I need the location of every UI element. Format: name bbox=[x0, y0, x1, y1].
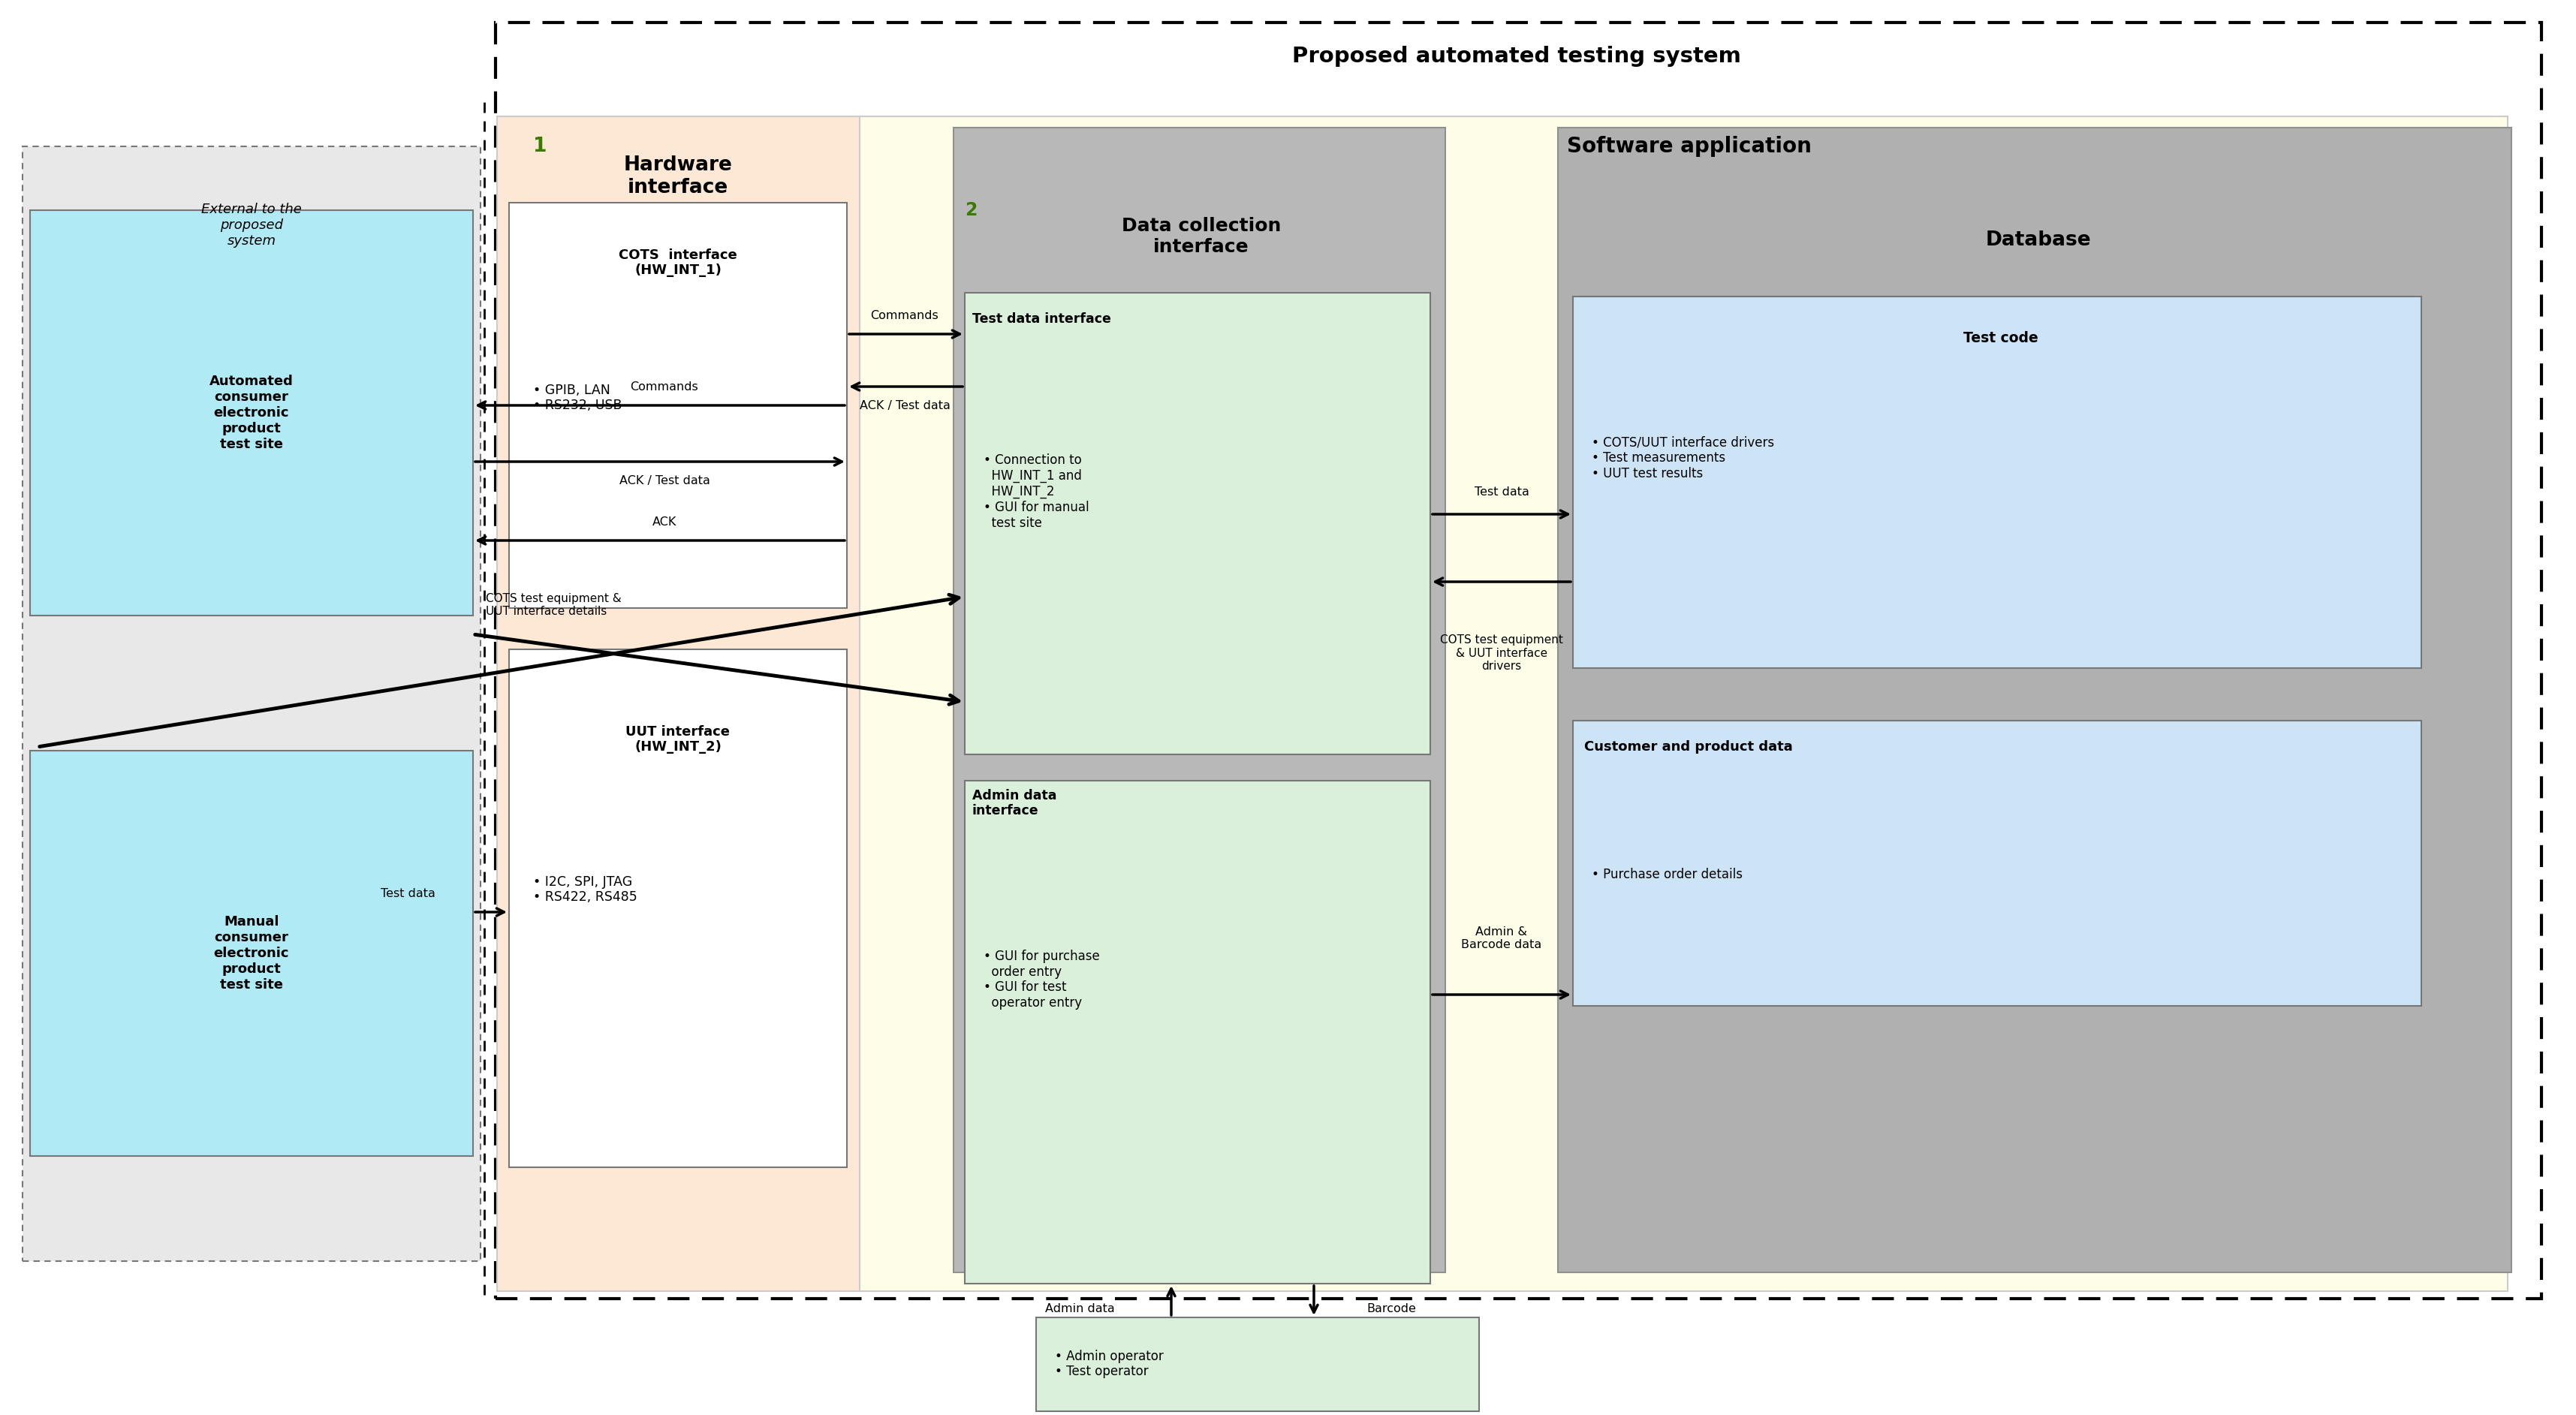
Text: COTS test equipment
& UUT interface
drivers: COTS test equipment & UUT interface driv… bbox=[1440, 634, 1564, 672]
Bar bbox=[510, 649, 848, 1167]
Text: Software application: Software application bbox=[1566, 136, 1811, 157]
Text: ACK: ACK bbox=[652, 516, 677, 528]
Text: • Connection to
  HW_INT_1 and
  HW_INT_2
• GUI for manual
  test site: • Connection to HW_INT_1 and HW_INT_2 • … bbox=[984, 453, 1090, 529]
Text: External to the
proposed
system: External to the proposed system bbox=[201, 202, 301, 248]
Text: • COTS/UUT interface drivers
• Test measurements
• UUT test results: • COTS/UUT interface drivers • Test meas… bbox=[1592, 436, 1775, 480]
Bar bbox=[510, 202, 848, 608]
Bar bbox=[1574, 297, 2421, 668]
Bar bbox=[495, 23, 2543, 1299]
Text: Commands: Commands bbox=[871, 310, 938, 321]
Bar bbox=[31, 211, 474, 616]
Text: Manual
consumer
electronic
product
test site: Manual consumer electronic product test … bbox=[214, 916, 289, 992]
Bar bbox=[953, 127, 1445, 1272]
Text: Admin &
Barcode data: Admin & Barcode data bbox=[1461, 927, 1543, 951]
Text: Test data: Test data bbox=[381, 887, 435, 899]
Text: Hardware
interface: Hardware interface bbox=[623, 156, 732, 198]
Text: • Admin operator
• Test operator: • Admin operator • Test operator bbox=[1056, 1350, 1164, 1378]
Text: ACK / Test data: ACK / Test data bbox=[860, 399, 951, 410]
Text: Automated
consumer
electronic
product
test site: Automated consumer electronic product te… bbox=[209, 375, 294, 451]
Bar bbox=[1036, 1317, 1479, 1411]
Text: Test code: Test code bbox=[1963, 331, 2038, 345]
Text: Customer and product data: Customer and product data bbox=[1584, 740, 1793, 754]
Text: ACK / Test data: ACK / Test data bbox=[618, 475, 711, 487]
Text: • Purchase order details: • Purchase order details bbox=[1592, 867, 1741, 882]
Text: 2: 2 bbox=[966, 201, 976, 219]
Text: UUT interface
(HW_INT_2): UUT interface (HW_INT_2) bbox=[626, 724, 729, 754]
Text: COTS  interface
(HW_INT_1): COTS interface (HW_INT_1) bbox=[618, 248, 737, 277]
Text: Commands: Commands bbox=[631, 381, 698, 392]
Text: Admin data
interface: Admin data interface bbox=[971, 788, 1056, 818]
Bar bbox=[497, 116, 860, 1290]
Bar bbox=[1558, 127, 2512, 1272]
Text: COTS test equipment &
UUT interface details: COTS test equipment & UUT interface deta… bbox=[487, 593, 621, 617]
Text: Data collection
interface: Data collection interface bbox=[1121, 216, 1280, 256]
Text: • GUI for purchase
  order entry
• GUI for test
  operator entry: • GUI for purchase order entry • GUI for… bbox=[984, 949, 1100, 1010]
Text: Test data: Test data bbox=[1473, 487, 1530, 497]
Text: 1: 1 bbox=[533, 137, 546, 156]
Text: • GPIB, LAN
• RS232, USB: • GPIB, LAN • RS232, USB bbox=[533, 383, 621, 412]
Text: • I2C, SPI, JTAG
• RS422, RS485: • I2C, SPI, JTAG • RS422, RS485 bbox=[533, 874, 636, 904]
Bar bbox=[966, 781, 1430, 1283]
Text: Admin data: Admin data bbox=[1046, 1303, 1115, 1315]
Text: Test data interface: Test data interface bbox=[971, 313, 1110, 325]
Bar bbox=[860, 116, 2506, 1290]
Text: Barcode: Barcode bbox=[1365, 1303, 1417, 1315]
Bar bbox=[31, 751, 474, 1156]
Bar bbox=[23, 146, 482, 1261]
Bar bbox=[1574, 720, 2421, 1006]
Bar bbox=[966, 293, 1430, 754]
Text: Proposed automated testing system: Proposed automated testing system bbox=[1293, 45, 1741, 67]
Text: Database: Database bbox=[1986, 231, 2092, 250]
